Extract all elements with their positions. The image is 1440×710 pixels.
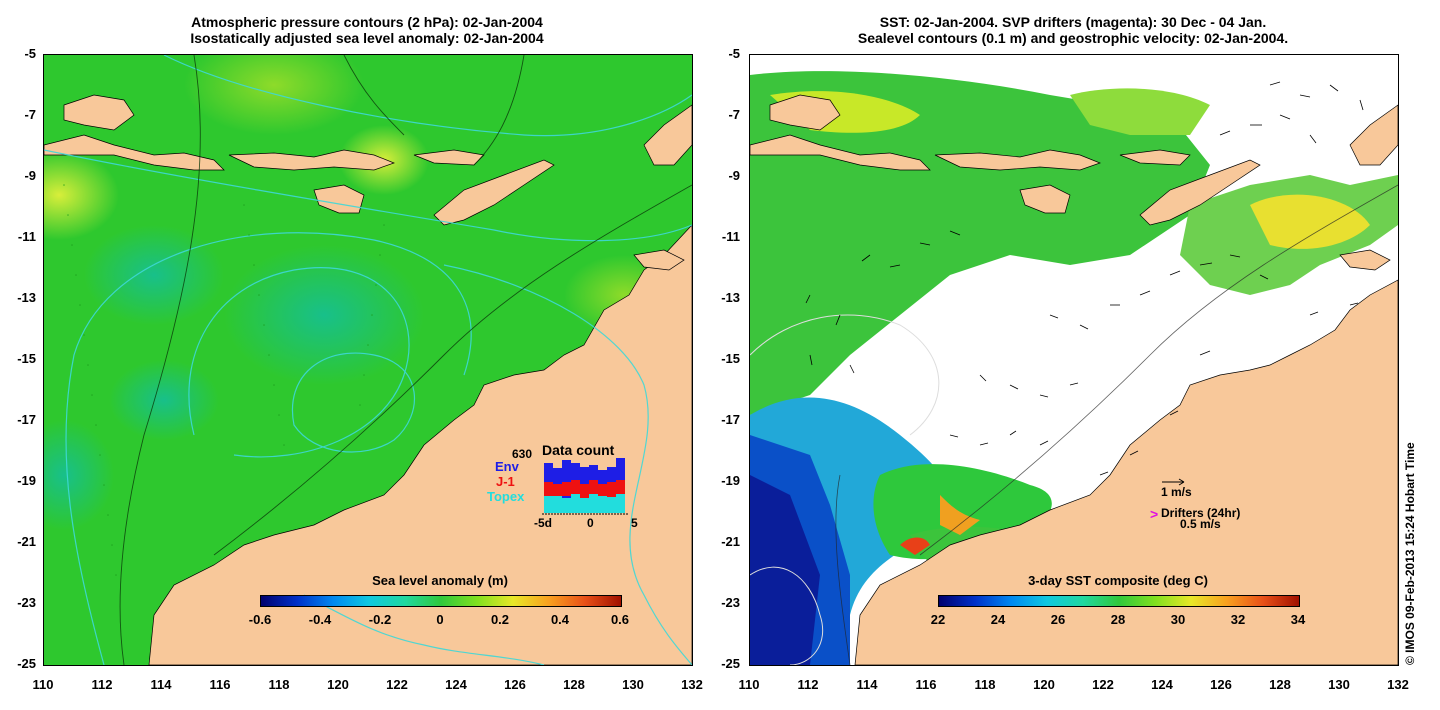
x-tick: 120 bbox=[1033, 677, 1055, 692]
australia-land bbox=[148, 224, 692, 665]
left-colorbar-tick: 0.6 bbox=[610, 612, 630, 627]
y-tick: -5 bbox=[728, 46, 740, 61]
y-tick: -15 bbox=[17, 351, 36, 366]
y-tick: -13 bbox=[721, 290, 740, 305]
right-title-line2: Sealevel contours (0.1 m) and geostrophi… bbox=[857, 30, 1289, 46]
x-tick: 128 bbox=[1269, 677, 1291, 692]
left-title-line1: Atmospheric pressure contours (2 hPa): 0… bbox=[191, 14, 543, 30]
velocity-key-label: 1 m/s bbox=[1161, 485, 1192, 499]
histogram-bars bbox=[544, 458, 625, 513]
x-tick: 110 bbox=[738, 677, 760, 692]
y-tick: -5 bbox=[24, 46, 36, 61]
velocity-key-arrow bbox=[1162, 478, 1185, 486]
x-tick: 116 bbox=[915, 677, 937, 692]
sea-level-anomaly-map bbox=[44, 55, 692, 665]
sst-map: > bbox=[750, 55, 1398, 665]
x-tick: 112 bbox=[91, 677, 113, 692]
legend-env: Env bbox=[495, 459, 519, 474]
right-colorbar-tick: 32 bbox=[1230, 612, 1246, 627]
histogram-xtick-zero: 0 bbox=[587, 516, 594, 530]
y-tick: -13 bbox=[17, 290, 36, 305]
right-colorbar-title: 3-day SST composite (deg C) bbox=[1028, 573, 1208, 588]
right-colorbar-tick: 28 bbox=[1110, 612, 1126, 627]
x-tick: 118 bbox=[974, 677, 996, 692]
y-tick: -7 bbox=[24, 107, 36, 122]
y-tick: -15 bbox=[721, 351, 740, 366]
left-colorbar bbox=[260, 595, 622, 607]
data-count-histogram bbox=[542, 458, 628, 515]
x-tick: 130 bbox=[1328, 677, 1350, 692]
y-tick: -21 bbox=[17, 534, 36, 549]
left-title-line2: Isostatically adjusted sea level anomaly… bbox=[190, 30, 544, 46]
left-map-panel: 630 Data count Env J-1 Topex -5d 0 5 Sea… bbox=[43, 54, 693, 666]
y-tick: -11 bbox=[17, 229, 36, 244]
left-colorbar-tick: -0.6 bbox=[248, 612, 272, 627]
x-tick: 112 bbox=[797, 677, 819, 692]
x-tick: 114 bbox=[150, 677, 172, 692]
x-tick: 132 bbox=[1387, 677, 1409, 692]
drifter-marker: > bbox=[1150, 506, 1158, 522]
right-colorbar-tick: 34 bbox=[1290, 612, 1306, 627]
x-tick: 124 bbox=[1151, 677, 1173, 692]
left-title: Atmospheric pressure contours (2 hPa): 0… bbox=[42, 14, 692, 46]
right-title: SST: 02-Jan-2004. SVP drifters (magenta)… bbox=[748, 14, 1398, 46]
left-colorbar-tick: -0.4 bbox=[308, 612, 332, 627]
y-tick: -25 bbox=[721, 656, 740, 671]
legend-j1: J-1 bbox=[496, 474, 515, 489]
velocity-arrows bbox=[805, 81, 1364, 476]
right-colorbar-tick: 26 bbox=[1050, 612, 1066, 627]
y-tick: -9 bbox=[24, 168, 36, 183]
imos-credit: © IMOS 09-Feb-2013 15:24 Hobart Time bbox=[1403, 442, 1417, 665]
y-tick: -7 bbox=[728, 107, 740, 122]
y-tick: -19 bbox=[17, 473, 36, 488]
y-tick: -23 bbox=[721, 595, 740, 610]
right-colorbar-tick: 30 bbox=[1170, 612, 1186, 627]
x-tick: 116 bbox=[209, 677, 231, 692]
x-tick: 118 bbox=[268, 677, 290, 692]
x-tick: 132 bbox=[681, 677, 703, 692]
y-tick: -11 bbox=[721, 229, 740, 244]
x-tick: 126 bbox=[504, 677, 526, 692]
data-count-title: Data count bbox=[542, 442, 615, 458]
y-tick: -19 bbox=[721, 473, 740, 488]
left-colorbar-tick: 0.4 bbox=[550, 612, 570, 627]
left-colorbar-tick: 0 bbox=[436, 612, 444, 627]
y-tick: -21 bbox=[721, 534, 740, 549]
left-colorbar-tick: 0.2 bbox=[490, 612, 510, 627]
y-tick: -9 bbox=[728, 168, 740, 183]
x-tick: 110 bbox=[32, 677, 54, 692]
y-tick: -23 bbox=[17, 595, 36, 610]
histogram-xtick-start: -5d bbox=[534, 516, 552, 530]
y-tick: -17 bbox=[17, 412, 36, 427]
x-tick: 120 bbox=[327, 677, 349, 692]
x-tick: 130 bbox=[622, 677, 644, 692]
data-count-total: 630 bbox=[512, 447, 533, 461]
x-tick: 124 bbox=[445, 677, 467, 692]
x-tick: 122 bbox=[386, 677, 408, 692]
x-tick: 122 bbox=[1092, 677, 1114, 692]
x-tick: 114 bbox=[856, 677, 878, 692]
left-colorbar-tick: -0.2 bbox=[368, 612, 392, 627]
x-tick: 128 bbox=[563, 677, 585, 692]
australia-land bbox=[854, 279, 1398, 665]
right-title-line1: SST: 02-Jan-2004. SVP drifters (magenta)… bbox=[879, 14, 1267, 30]
y-tick: -25 bbox=[17, 656, 36, 671]
legend-topex: Topex bbox=[487, 489, 525, 504]
drifters-scale: 0.5 m/s bbox=[1180, 517, 1221, 531]
right-map-panel: > 1 m/s Drifters (24hr) 0.5 m/s 3-day SS… bbox=[749, 54, 1399, 666]
drifters-label: Drifters (24hr) bbox=[1161, 506, 1241, 520]
x-tick: 126 bbox=[1210, 677, 1232, 692]
right-colorbar-tick: 22 bbox=[930, 612, 946, 627]
left-colorbar-title: Sea level anomaly (m) bbox=[372, 573, 508, 588]
y-tick: -17 bbox=[721, 412, 740, 427]
right-colorbar-tick: 24 bbox=[990, 612, 1006, 627]
right-colorbar bbox=[938, 595, 1300, 607]
histogram-xtick-end: 5 bbox=[631, 516, 638, 530]
